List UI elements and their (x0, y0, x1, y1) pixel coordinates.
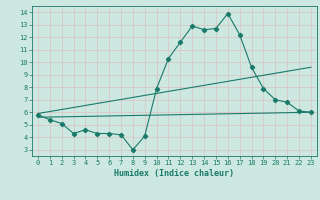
X-axis label: Humidex (Indice chaleur): Humidex (Indice chaleur) (115, 169, 234, 178)
